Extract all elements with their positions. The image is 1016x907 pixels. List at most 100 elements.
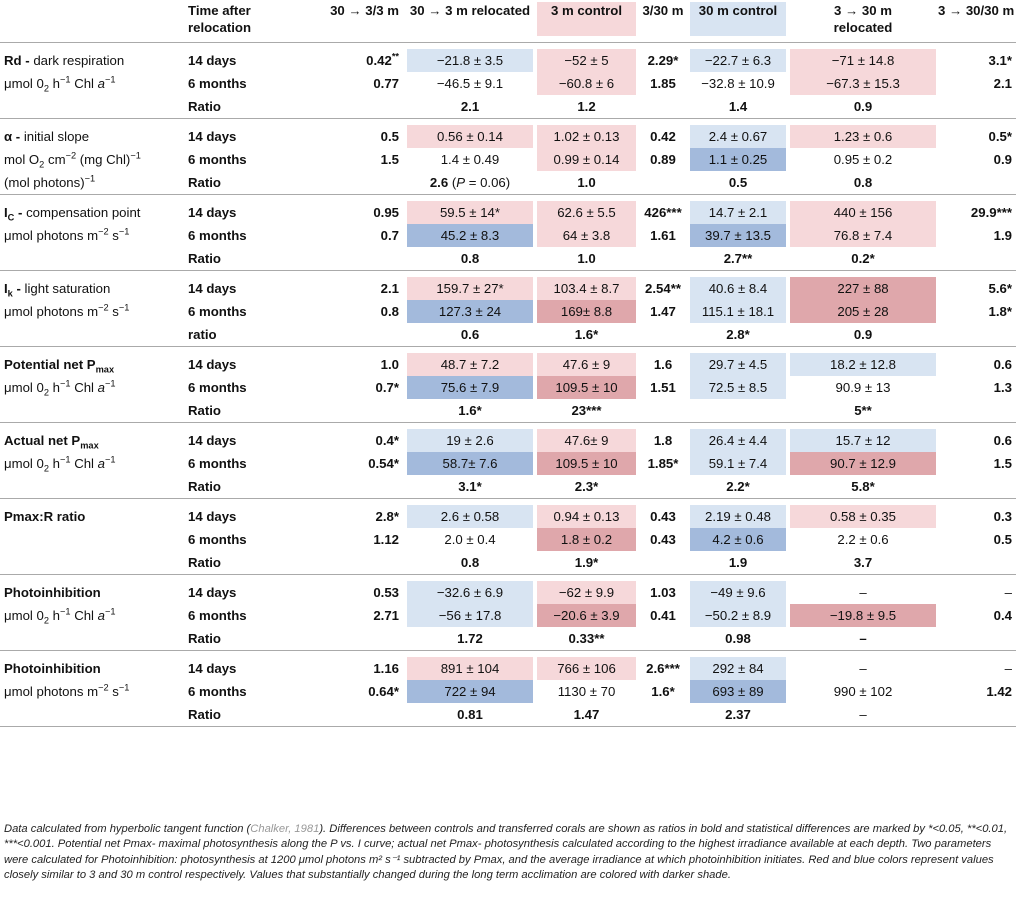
blank bbox=[0, 703, 185, 727]
value-cell: 1.61 bbox=[650, 228, 676, 243]
ratio-cell: – bbox=[859, 631, 867, 646]
value-cell: 0.43 bbox=[650, 509, 676, 524]
photosynthesis-parameters-table: Time after relocation 30 → 3/3 m 30 → 3 … bbox=[0, 0, 1016, 727]
value: 1.02 ± 0.13 bbox=[537, 125, 636, 148]
value-cell: 169± 8.8 bbox=[535, 300, 638, 323]
blank bbox=[0, 399, 185, 423]
value-cell: 2.19 ± 0.48 bbox=[688, 505, 788, 528]
param-unit: μmol photons m−2 s−1 bbox=[4, 682, 130, 699]
value: 722 ± 94 bbox=[407, 680, 533, 703]
value-cell: 1.8 ± 0.2 bbox=[535, 528, 638, 551]
value: 0.94 ± 0.13 bbox=[537, 505, 636, 528]
param-unit: mol O2 cm−2 (mg Chl)−1 bbox=[4, 150, 141, 170]
ratio-cell: 0.5 bbox=[728, 175, 748, 190]
blank bbox=[295, 475, 405, 499]
time-label: Ratio bbox=[188, 555, 221, 570]
value: 2.2 ± 0.6 bbox=[837, 532, 889, 547]
value: 4.2 ± 0.6 bbox=[690, 528, 786, 551]
blank bbox=[295, 323, 405, 347]
group-potential-pmax: Potential net Pmax 14 days 1.0 48.7 ± 7.… bbox=[0, 347, 1016, 423]
value-cell: 0.6 bbox=[993, 357, 1012, 372]
value-cell: 0.42** bbox=[366, 51, 399, 68]
value: 1.4 ± 0.49 bbox=[440, 152, 500, 167]
value: −60.8 ± 6 bbox=[537, 72, 636, 95]
group-rd: Rd - dark respiration 14 days 0.42** −21… bbox=[0, 43, 1016, 119]
value: 2.4 ± 0.67 bbox=[690, 125, 786, 148]
param-title: α - initial slope bbox=[4, 129, 90, 144]
value-cell: 2.1 bbox=[993, 76, 1012, 91]
value-cell: 1.02 ± 0.13 bbox=[535, 125, 638, 148]
time-label: Ratio bbox=[188, 251, 221, 266]
table-row: μmol photons m−2 s−1 6 months 0.7 45.2 ±… bbox=[0, 224, 1016, 247]
blank bbox=[938, 551, 1016, 575]
value: 47.6± 9 bbox=[537, 429, 636, 452]
value: 39.7 ± 13.5 bbox=[690, 224, 786, 247]
param-title: IC - compensation point bbox=[4, 205, 141, 223]
value: −49 ± 9.6 bbox=[690, 581, 786, 604]
ratio-cell: 0.9 bbox=[853, 327, 873, 342]
value: 0.56 ± 0.14 bbox=[407, 125, 533, 148]
value-cell: −56 ± 17.8 bbox=[405, 604, 535, 627]
value: 90.9 ± 13 bbox=[835, 380, 891, 395]
time-label: 6 months bbox=[188, 532, 247, 547]
group-photoinhibition-photons: Photoinhibition 14 days 1.16 891 ± 104 7… bbox=[0, 651, 1016, 727]
value-cell: 0.9 bbox=[993, 152, 1012, 167]
value: −56 ± 17.8 bbox=[407, 604, 533, 627]
value: −32.8 ± 10.9 bbox=[701, 76, 775, 91]
value: 76.8 ± 7.4 bbox=[790, 224, 936, 247]
value-cell: 1.1 ± 0.25 bbox=[688, 148, 788, 171]
blank bbox=[938, 247, 1016, 271]
value-cell: 2.71 bbox=[373, 608, 399, 623]
value-cell: 109.5 ± 10 bbox=[535, 452, 638, 475]
time-label: 14 days bbox=[188, 509, 237, 524]
value: 1.23 ± 0.6 bbox=[790, 125, 936, 148]
blank bbox=[938, 323, 1016, 347]
group-actual-pmax: Actual net Pmax 14 days 0.4* 19 ± 2.6 47… bbox=[0, 423, 1016, 499]
ratio-cell: 0.8 bbox=[853, 175, 873, 190]
value: 15.7 ± 12 bbox=[790, 429, 936, 452]
ratio-cell: 23*** bbox=[571, 403, 602, 418]
blank bbox=[295, 627, 405, 651]
time-label: 6 months bbox=[188, 456, 247, 471]
value-cell: 1.6 bbox=[653, 357, 673, 372]
value: −20.6 ± 3.9 bbox=[537, 604, 636, 627]
ratio-cell: 0.98 bbox=[725, 631, 751, 646]
value-cell: 1.5 bbox=[993, 456, 1012, 471]
value-cell: 0.43 bbox=[650, 532, 676, 547]
value-cell: 103.4 ± 8.7 bbox=[535, 277, 638, 300]
header-3-control: 3 m control bbox=[535, 0, 638, 43]
value-cell: 2.6*** bbox=[646, 661, 680, 676]
ratio-cell: 1.4 bbox=[728, 99, 748, 114]
value-cell: 693 ± 89 bbox=[688, 680, 788, 703]
table-row: Ratio 0.8 1.9* 1.9 3.7 bbox=[0, 551, 1016, 575]
ratio-cell: 0.2* bbox=[851, 251, 875, 266]
table-row: α - initial slope 14 days 0.5 0.56 ± 0.1… bbox=[0, 125, 1016, 148]
value: −71 ± 14.8 bbox=[790, 49, 936, 72]
value: 26.4 ± 4.4 bbox=[690, 429, 786, 452]
value: 72.5 ± 8.5 bbox=[690, 376, 786, 399]
param-title: Rd - dark respiration bbox=[4, 53, 125, 68]
table-row: Potential net Pmax 14 days 1.0 48.7 ± 7.… bbox=[0, 353, 1016, 376]
time-label: 14 days bbox=[188, 585, 237, 600]
value-cell: 1.42 bbox=[986, 684, 1012, 699]
value-cell: 1.6* bbox=[651, 684, 675, 699]
time-label: 14 days bbox=[188, 357, 237, 372]
time-label: 14 days bbox=[188, 205, 237, 220]
value: 48.7 ± 7.2 bbox=[407, 353, 533, 376]
value-cell: 2.8* bbox=[375, 509, 399, 524]
value: 19 ± 2.6 bbox=[407, 429, 533, 452]
blank bbox=[638, 171, 688, 195]
ratio-cell: 0.6 bbox=[460, 327, 480, 342]
table-row: Ik - light saturation 14 days 2.1 159.7 … bbox=[0, 277, 1016, 300]
blank bbox=[0, 551, 185, 575]
value-cell: 0.8 bbox=[380, 304, 399, 319]
value-cell: −20.6 ± 3.9 bbox=[535, 604, 638, 627]
value-cell: −46.5 ± 9.1 bbox=[405, 72, 535, 95]
value-cell: −49 ± 9.6 bbox=[688, 581, 788, 604]
value-cell: 0.42 bbox=[650, 129, 676, 144]
ratio-cell: 2.8* bbox=[726, 327, 750, 342]
citation-link[interactable]: Chalker, 1981 bbox=[250, 823, 320, 835]
value-cell: 0.7 bbox=[380, 228, 399, 243]
value: 127.3 ± 24 bbox=[407, 300, 533, 323]
ratio-cell: 2.37 bbox=[725, 707, 751, 722]
